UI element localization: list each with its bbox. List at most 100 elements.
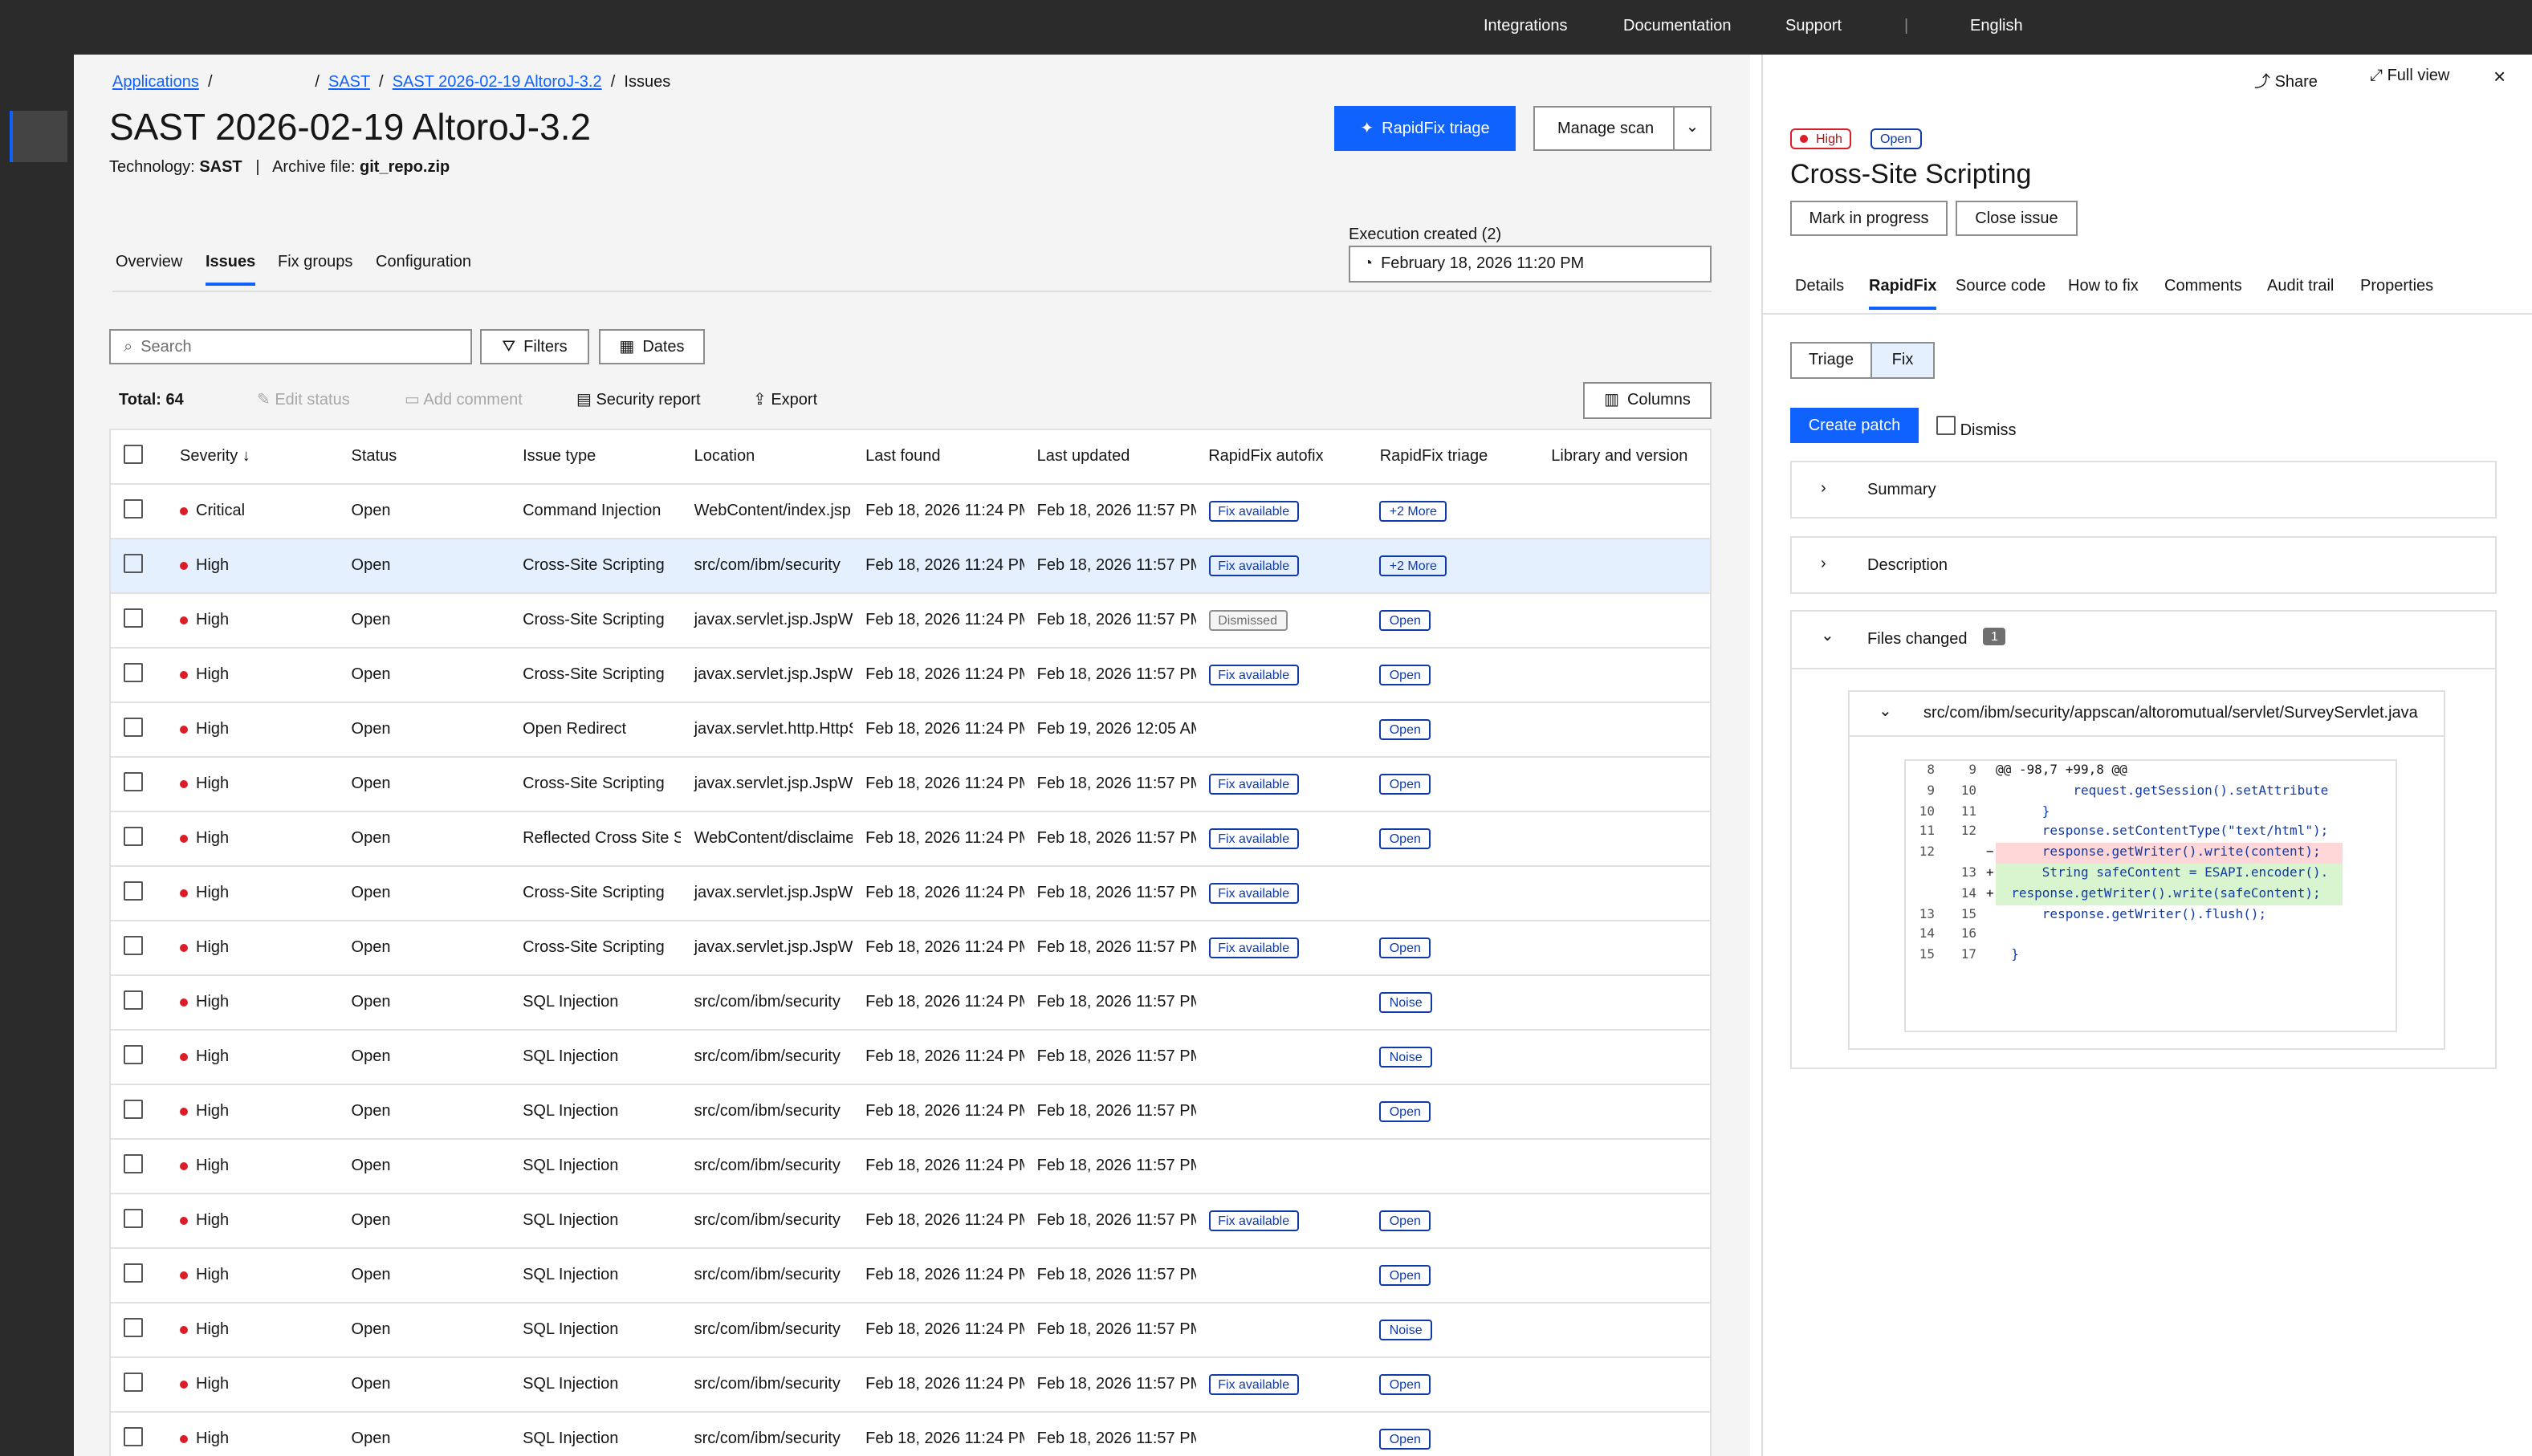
cell: Open — [338, 702, 511, 758]
tab[interactable]: Fix groups — [278, 254, 353, 271]
issue-row[interactable]: High Open SQL Injection src/com/ibm/securit… — [111, 1194, 1710, 1249]
nav-link[interactable]: Integrations — [1484, 18, 1568, 35]
tab[interactable]: Source code — [1956, 278, 2046, 295]
issue-row[interactable]: High Open Cross-Site Scripting javax.servle… — [111, 866, 1710, 921]
issue-row[interactable]: High Open SQL Injection src/com/ibm/securit… — [111, 1139, 1710, 1194]
cell: High — [167, 1139, 339, 1194]
column-header[interactable]: Issue type — [523, 448, 596, 466]
line-new: 12 — [1960, 824, 1976, 839]
tag: Open — [1379, 774, 1431, 795]
tab[interactable]: How to fix — [2068, 278, 2139, 295]
cell: Feb 18, 2026 11:24 PM — [853, 1194, 1024, 1249]
accordion[interactable]: › Description — [1790, 536, 2497, 594]
accordion[interactable]: ⌄ Files changed 1 ⌄ src/com/ibm/security/a… — [1790, 610, 2497, 1069]
issue-row[interactable]: High Open SQL Injection src/com/ibm/securit… — [111, 1084, 1710, 1140]
label: Close issue — [1975, 209, 2058, 227]
export[interactable]: ⇪ Export — [753, 392, 818, 409]
cell: SQL Injection — [510, 975, 682, 1031]
issue-row[interactable]: High Open Reflected Cross Site Scripting We… — [111, 811, 1710, 867]
tag: Fix available — [1208, 774, 1300, 795]
columns-button[interactable]: ▥ Columns — [1583, 382, 1712, 419]
issue-row[interactable]: Critical Open Command Injection WebContent/… — [111, 484, 1710, 539]
close-button[interactable]: Close issue — [1956, 201, 2078, 236]
issue-row[interactable]: High Open Cross-Site Scripting javax.servle… — [111, 757, 1710, 812]
dates-button[interactable]: ▦ Dates — [599, 329, 705, 364]
tab[interactable]: Configuration — [376, 254, 471, 271]
tab[interactable]: Comments — [2164, 278, 2242, 295]
share[interactable]: ⤴ Share — [2254, 74, 2318, 92]
cell-text: Feb 18, 2026 11:57 PM — [1036, 1212, 1196, 1230]
cell: Feb 18, 2026 11:57 PM — [1024, 648, 1196, 703]
create-patch[interactable]: Create patch — [1790, 408, 1919, 443]
issue-row[interactable]: High Open Cross-Site Scripting javax.servle… — [111, 921, 1710, 976]
language[interactable]: English — [1970, 18, 2023, 35]
cell: High — [167, 1303, 339, 1358]
column-header[interactable]: RapidFix triage — [1379, 448, 1488, 466]
column-header[interactable]: Library and version — [1551, 448, 1688, 466]
column-header[interactable]: Last updated — [1036, 448, 1130, 466]
crumb[interactable]: SAST 2026-02-19 AltoroJ-3.2 — [392, 74, 602, 92]
tag: Fix available — [1208, 883, 1300, 904]
issue-row[interactable]: High Open SQL Injection src/com/ibm/securit… — [111, 1357, 1710, 1413]
label: Edit status — [275, 392, 350, 409]
issue-row[interactable]: High Open SQL Injection src/com/ibm/securit… — [111, 1412, 1710, 1456]
full-view[interactable]: ⤢ Full view — [2370, 67, 2450, 85]
cell: Open — [338, 1248, 511, 1303]
issue-row[interactable]: High Open SQL Injection src/com/ibm/securit… — [111, 1030, 1710, 1085]
issue-row[interactable]: High Open Cross-Site Scripting javax.servle… — [111, 648, 1710, 703]
header-cell: Library and version — [1538, 430, 1710, 485]
cell-text: Feb 18, 2026 11:57 PM — [1036, 994, 1196, 1011]
line-new: 9 — [1968, 763, 1976, 777]
issue-row[interactable]: High Open Cross-Site Scripting src/com/ibm/… — [111, 539, 1710, 594]
dismiss[interactable]: Dismiss — [1936, 416, 2017, 440]
cell: Feb 18, 2026 11:24 PM — [853, 866, 1024, 921]
panel-tabs: Details RapidFix Source code How to fix Comm… — [1761, 263, 2532, 315]
crumb[interactable]: SAST — [328, 74, 370, 92]
issue-row[interactable]: High Open SQL Injection src/com/ibm/securit… — [111, 975, 1710, 1031]
nav-active[interactable] — [10, 111, 67, 162]
cell-text: Feb 18, 2026 11:57 PM — [1036, 830, 1196, 848]
security-report[interactable]: ▤ Security report — [576, 392, 701, 409]
nav-link[interactable]: Support — [1785, 18, 1842, 35]
column-header[interactable]: Location — [694, 448, 755, 466]
cell — [111, 921, 167, 976]
execution-select[interactable]: ◔ February 18, 2026 11:20 PM — [1349, 246, 1712, 283]
cell: Open — [338, 1030, 511, 1085]
issue-row[interactable]: High Open SQL Injection src/com/ibm/securit… — [111, 1248, 1710, 1303]
column-header[interactable]: Last found — [865, 448, 941, 466]
column-header[interactable]: Severity — [180, 448, 238, 466]
issue-row[interactable]: High Open Cross-Site Scripting javax.servle… — [111, 593, 1710, 649]
label: Triage — [1809, 352, 1854, 369]
cell: Open — [338, 975, 511, 1031]
column-header[interactable]: RapidFix autofix — [1208, 448, 1324, 466]
tab[interactable]: Issues — [206, 254, 256, 286]
manage-button[interactable]: Manage scan ⌄ — [1533, 106, 1712, 151]
close[interactable]: × — [2493, 64, 2506, 88]
issue-row[interactable]: High Open Open Redirect javax.servlet.http.… — [111, 702, 1710, 758]
cell: SQL Injection — [510, 1030, 682, 1085]
tab[interactable]: Audit trail — [2267, 278, 2335, 295]
cell: Feb 18, 2026 11:57 PM — [1024, 1412, 1196, 1456]
cell: High — [167, 648, 339, 703]
cell: Open — [1366, 593, 1539, 649]
rapidfix-button[interactable]: ✦ RapidFix triage — [1334, 106, 1516, 151]
mark-button[interactable]: Mark in progress — [1790, 201, 1948, 236]
issue-row[interactable]: High Open SQL Injection src/com/ibm/securit… — [111, 1303, 1710, 1358]
search[interactable]: ⌕ Search — [109, 329, 472, 364]
toggle[interactable]: Fix — [1871, 342, 1935, 379]
crumb[interactable]: Applications — [112, 74, 199, 92]
cell: Open — [338, 921, 511, 976]
toggle[interactable]: Triage — [1790, 342, 1872, 379]
column-header[interactable]: Status — [351, 448, 397, 466]
tag: Open — [1379, 1429, 1431, 1450]
label: Description — [1867, 557, 1948, 575]
tab[interactable]: Details — [1795, 278, 1845, 295]
tag: Noise — [1379, 992, 1432, 1013]
filters-button[interactable]: ⛛ Filters — [480, 329, 589, 364]
tab[interactable]: Properties — [2360, 278, 2434, 295]
tab[interactable]: RapidFix — [1869, 278, 1937, 310]
cell: High — [167, 1194, 339, 1249]
tab[interactable]: Overview — [116, 254, 183, 271]
accordion[interactable]: › Summary — [1790, 461, 2497, 519]
nav-link[interactable]: Documentation — [1623, 18, 1732, 35]
